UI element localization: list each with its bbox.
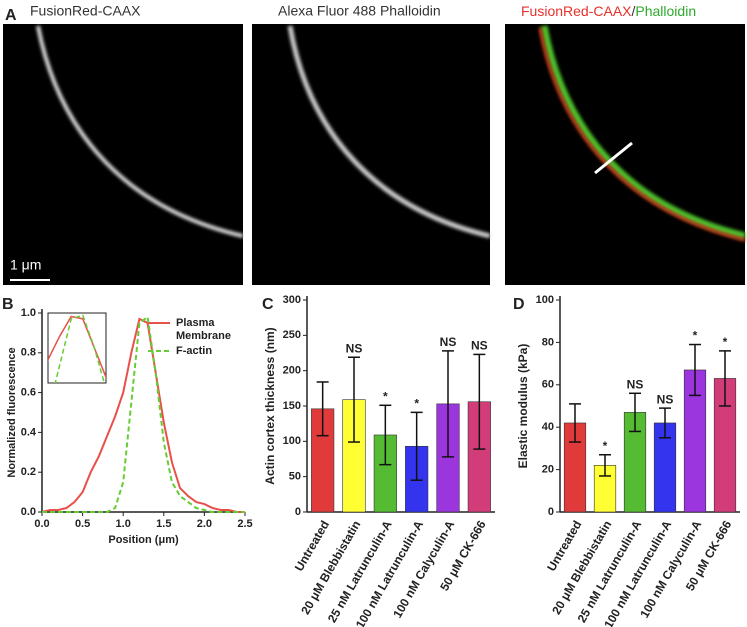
y-axis-label: Normalized fluorescence	[6, 347, 18, 477]
significance: NS	[440, 335, 457, 349]
x-tick-label: 1.5	[156, 518, 171, 530]
title-part: /	[632, 3, 636, 19]
title-part: Phalloidin	[635, 3, 696, 19]
y-tick-label: 0.4	[21, 426, 37, 438]
actin-overlay	[540, 25, 746, 240]
y-tick-label: 150	[283, 400, 301, 412]
significance: NS	[471, 339, 488, 353]
legend-label: F-actin	[176, 345, 212, 357]
title-part: FusionRed-CAAX	[521, 3, 632, 19]
y-tick-label: 0.0	[21, 506, 36, 518]
membrane-overlay	[538, 27, 746, 242]
micrograph	[505, 24, 745, 285]
significance: *	[383, 389, 388, 403]
micrograph	[3, 24, 243, 285]
series-line	[42, 315, 245, 513]
panel-label: C	[262, 296, 274, 313]
panel-label: D	[513, 296, 525, 313]
significance: *	[414, 397, 419, 411]
legend-word: Plasma	[176, 317, 215, 329]
x-tick-label: 2.0	[197, 518, 212, 530]
legend-word: Membrane	[176, 330, 231, 342]
y-tick-label: 0.8	[21, 347, 36, 359]
micrograph	[252, 24, 490, 285]
significance: NS	[627, 377, 644, 391]
y-tick-label: 20	[542, 464, 554, 476]
image-title: FusionRed-CAAX	[30, 3, 141, 19]
inset-line	[54, 314, 106, 383]
scale-bar-label: 1 μm	[10, 257, 41, 273]
y-tick-label: 300	[283, 294, 301, 306]
y-axis-label: Actin cortex thickness (nm)	[263, 327, 277, 484]
image-title: FusionRed-CAAX/Phalloidin	[521, 3, 696, 19]
y-tick-label: 100	[283, 435, 301, 447]
y-tick-label: 0	[295, 506, 301, 518]
y-tick-label: 100	[536, 294, 554, 306]
x-tick-label: 1.0	[116, 518, 131, 530]
panel-label: A	[5, 7, 17, 24]
inset	[48, 314, 106, 383]
actin	[287, 25, 491, 239]
y-tick-label: 250	[283, 329, 301, 341]
x-tick-label: 0.0	[34, 518, 49, 530]
line-scan	[594, 141, 633, 175]
y-tick-label: 80	[542, 336, 554, 348]
y-tick-label: 50	[289, 471, 301, 483]
significance: *	[603, 439, 608, 453]
x-axis-label: Position (μm)	[108, 534, 179, 546]
y-tick-label: 0.2	[21, 466, 36, 478]
x-tick-label: 2.5	[237, 518, 252, 530]
significance: *	[693, 329, 698, 343]
membrane	[36, 25, 244, 238]
y-axis-label: Elastic modulus (kPa)	[516, 344, 530, 469]
y-tick-label: 200	[283, 365, 301, 377]
legend-word: F-actin	[176, 345, 212, 357]
y-tick-label: 0	[548, 506, 554, 518]
y-tick-label: 60	[542, 379, 554, 391]
panel-label: B	[2, 296, 14, 313]
x-tick-label: 0.5	[75, 518, 90, 530]
y-tick-label: 1.0	[21, 307, 36, 319]
y-tick-label: 40	[542, 421, 554, 433]
legend-label: Plasma Membrane	[176, 317, 231, 342]
significance: NS	[657, 392, 674, 406]
y-tick-label: 0.6	[21, 387, 36, 399]
inset-frame	[47, 312, 107, 384]
image-title: Alexa Fluor 488 Phalloidin	[278, 3, 441, 19]
significance: *	[723, 335, 728, 349]
significance: NS	[346, 341, 363, 355]
